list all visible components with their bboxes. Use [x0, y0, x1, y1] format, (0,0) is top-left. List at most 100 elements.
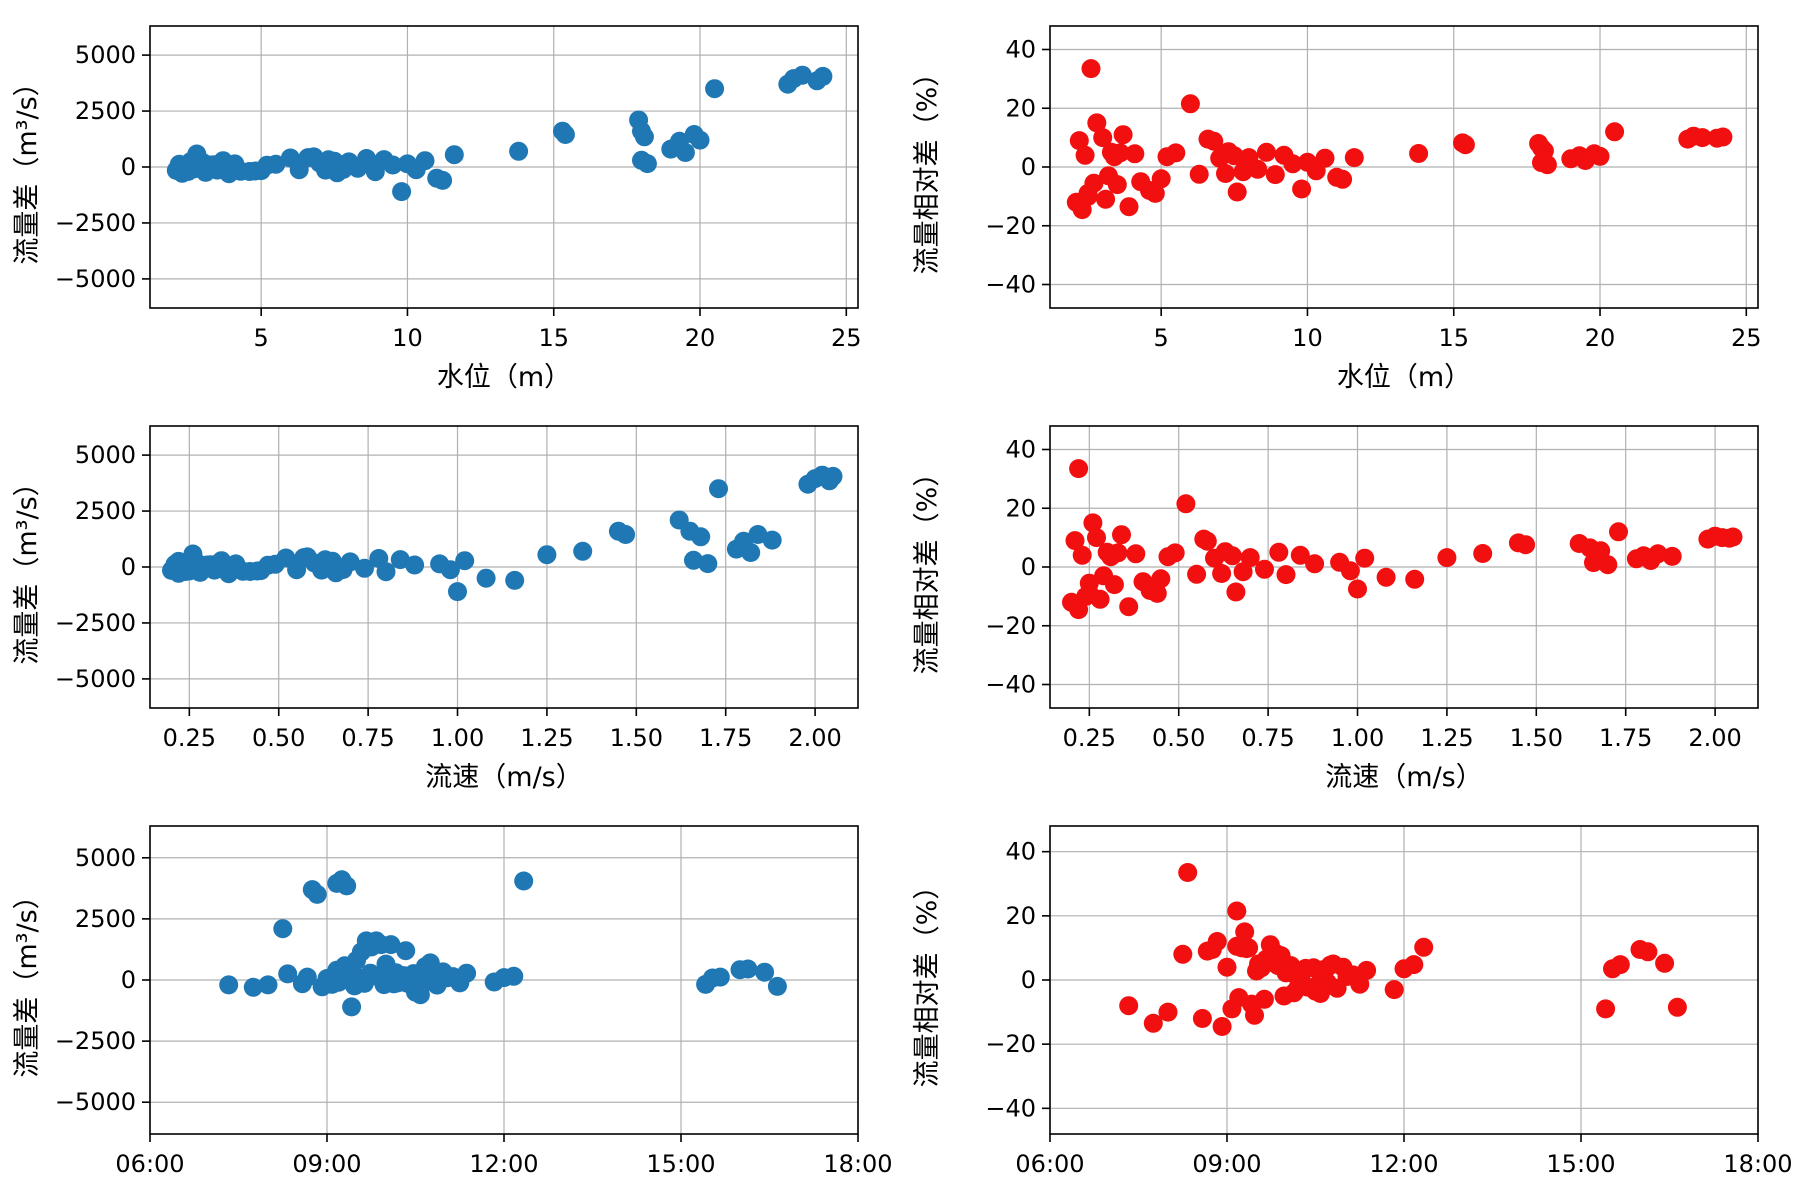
x-tick-label: 10	[392, 324, 423, 352]
data-point	[1215, 542, 1235, 562]
data-point	[1065, 531, 1085, 551]
chart-rel-vs-level: 5 10 15 20 25 −40 −20 0 20 40 水位（m） 流量相对差（%）	[912, 25, 1762, 393]
subplot-dq-vs-velocity: 0.25 0.50 0.75 1.00 1.25 1.50 1.75 2.00 −5000 −25…	[0, 400, 900, 800]
x-tick-label: 1.25	[520, 724, 573, 752]
x-tick-label: 09:00	[1192, 1150, 1261, 1178]
data-point	[1437, 548, 1457, 568]
x-tick-label: 1.50	[610, 724, 663, 752]
data-point	[440, 560, 460, 580]
x-tick-label: 0.50	[252, 724, 305, 752]
data-point	[405, 555, 425, 575]
data-point	[1348, 579, 1367, 599]
data-point	[1087, 528, 1106, 548]
y-tick-label: 2500	[75, 97, 136, 125]
x-tick-label: 0.25	[163, 724, 216, 752]
data-point	[1662, 546, 1682, 566]
data-point	[1648, 544, 1668, 564]
data-point	[265, 554, 285, 574]
data-point	[1165, 543, 1185, 563]
data-point	[1254, 989, 1274, 1009]
data-point	[637, 154, 657, 174]
x-tick-label: 15	[538, 324, 569, 352]
x-tick-label: 25	[1731, 324, 1762, 352]
data-point	[1537, 155, 1557, 175]
chart-dq-vs-level: 5 10 15 20 25 −5000 −2500 0 2500 5000 水位（m） 流量差（m³/…	[12, 25, 862, 393]
data-point	[1212, 564, 1232, 583]
data-point	[1110, 143, 1130, 163]
data-point	[1610, 955, 1630, 975]
data-point	[741, 543, 761, 562]
x-tick-label: 12:00	[469, 1150, 538, 1178]
data-point	[1455, 135, 1475, 155]
data-point	[1655, 953, 1675, 973]
x-tick-label: 06:00	[1015, 1150, 1084, 1178]
data-point	[1069, 131, 1089, 151]
y-tick-label: −40	[985, 671, 1036, 699]
x-tick-label: 1.75	[1599, 724, 1652, 752]
data-point	[1096, 189, 1116, 209]
x-tick-label: 15:00	[646, 1150, 715, 1178]
data-point	[1239, 938, 1259, 958]
data-point	[381, 935, 401, 955]
data-point	[634, 127, 654, 147]
x-tick-label: 1.00	[431, 724, 484, 752]
data-point	[1584, 553, 1603, 573]
data-point	[455, 551, 475, 571]
y-tick-label: 40	[1005, 36, 1036, 64]
data-point	[1245, 1005, 1264, 1025]
data-point	[709, 479, 728, 499]
data-point	[1596, 999, 1616, 1019]
data-point	[1265, 165, 1285, 185]
data-point	[1376, 567, 1396, 587]
chart-rel-vs-velocity: 0.25 0.50 0.75 1.00 1.25 1.50 1.75 2.00 −40 −20 0 2…	[912, 425, 1759, 793]
y-tick-label: 40	[1005, 436, 1036, 464]
data-point	[1131, 172, 1151, 192]
data-point	[278, 964, 298, 984]
data-point	[748, 525, 768, 544]
data-point	[1723, 527, 1743, 547]
y-axis-label: 流量差（m³/s）	[12, 469, 43, 664]
data-point	[444, 145, 464, 165]
data-point	[1409, 144, 1429, 163]
x-tick-label: 1.00	[1331, 724, 1384, 752]
data-point	[1119, 197, 1139, 217]
data-point	[1069, 600, 1089, 620]
data-point	[684, 550, 703, 570]
data-point	[273, 919, 293, 939]
data-point	[1133, 572, 1153, 592]
data-point	[1143, 1013, 1163, 1033]
data-point	[755, 962, 775, 982]
data-point	[1151, 569, 1171, 589]
data-point	[231, 161, 251, 181]
data-point	[1292, 179, 1312, 199]
data-point	[1405, 569, 1425, 589]
chart-dq-vs-velocity: 0.25 0.50 0.75 1.00 1.25 1.50 1.75 2.00 −5000 −25…	[12, 425, 859, 793]
y-tick-label: 0	[121, 553, 136, 581]
data-point	[1414, 937, 1434, 957]
data-point	[1125, 144, 1145, 164]
x-tick-label: 5	[254, 324, 269, 352]
x-tick-label: 2.00	[788, 724, 841, 752]
x-tick-label: 0.50	[1152, 724, 1205, 752]
data-point	[1166, 143, 1186, 163]
data-point	[1217, 957, 1237, 977]
data-point	[1207, 932, 1227, 951]
data-point	[1197, 531, 1217, 551]
subplot-dq-vs-time: 06:00 09:00 12:00 15:00 18:00 −5000 −2500 0 2500…	[0, 800, 900, 1200]
data-point	[1248, 159, 1268, 179]
data-point	[342, 997, 362, 1017]
data-point	[297, 967, 317, 987]
subplot-rel-vs-time: 06:00 09:00 12:00 15:00 18:00 −40 −20 0 20 40 流量相对…	[900, 800, 1800, 1200]
x-tick-label: 15	[1438, 324, 1469, 352]
x-tick-label: 20	[1585, 324, 1616, 352]
data-point	[514, 871, 534, 891]
x-tick-label: 10	[1292, 324, 1323, 352]
data-point	[340, 552, 360, 572]
y-tick-label: 0	[1021, 966, 1036, 994]
data-point	[433, 170, 453, 190]
data-point	[1113, 125, 1133, 145]
data-point	[1178, 863, 1198, 882]
x-axis-label: 水位（m）	[437, 362, 571, 393]
data-point	[1255, 559, 1274, 579]
y-tick-label: 5000	[75, 41, 136, 69]
